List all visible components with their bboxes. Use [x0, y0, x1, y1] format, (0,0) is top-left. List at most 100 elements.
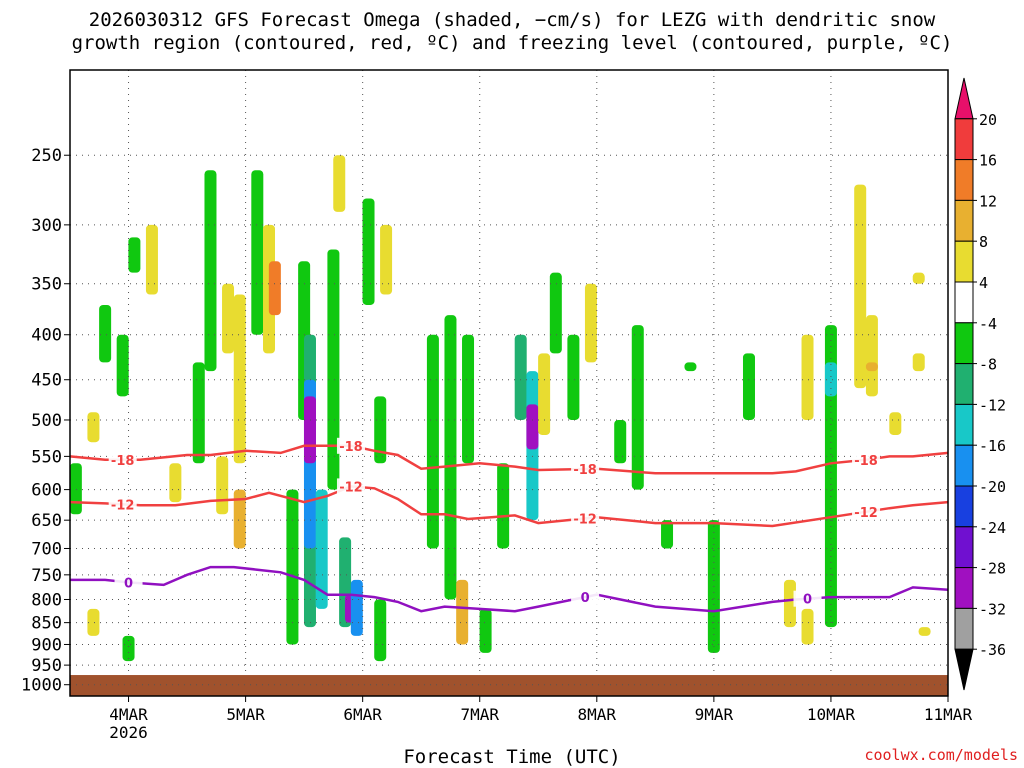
omega-shade-cell: [567, 334, 580, 420]
omega-shade-cell: [303, 396, 316, 464]
omega-shade-cell: [549, 272, 562, 354]
omega-shade-cell: [362, 198, 375, 305]
y-tick-label: 650: [31, 511, 62, 531]
x-tick-sublabel: 2026: [109, 723, 148, 742]
x-tick-label: 7MAR: [460, 705, 499, 724]
omega-shade-cell: [169, 463, 182, 503]
contour-label: -18: [854, 454, 878, 469]
chart-title-line2: growth region (contoured, red, ºC) and f…: [71, 32, 953, 54]
colorbar-box: [954, 444, 974, 487]
contour-label: -12: [854, 506, 878, 521]
ground-fill: [70, 675, 948, 696]
omega-shade-cell: [69, 463, 82, 515]
omega-shade-cell: [350, 579, 363, 636]
x-tick-label: 5MAR: [226, 705, 265, 724]
colorbar-tick-label: -32: [979, 600, 1006, 618]
y-tick-label: 450: [31, 371, 62, 391]
contour-label-bg: [336, 478, 365, 495]
omega-shade-cell: [222, 283, 235, 354]
x-tick-label: 11MAR: [924, 705, 973, 724]
contour-label: -18: [573, 463, 597, 478]
omega-shade-cell: [327, 249, 340, 490]
omega-shade-cell: [684, 362, 697, 372]
y-tick-label: 400: [31, 326, 62, 346]
colorbar-tick-label: -28: [979, 560, 1006, 578]
colorbar-box: [954, 526, 974, 569]
omega-shade-cell: [456, 579, 469, 645]
x-tick-label: 8MAR: [578, 705, 617, 724]
contour-line: [69, 444, 949, 475]
omega-shade-cell: [742, 353, 755, 420]
colorbar-tick-label: -20: [979, 478, 1006, 496]
omega-shade-cell: [268, 261, 281, 316]
colorbar-box: [954, 199, 974, 242]
omega-shade-cell: [526, 404, 539, 450]
colorbar-box: [954, 567, 974, 609]
contour-line: [70, 565, 949, 613]
omega-shade-cell: [824, 325, 837, 628]
contour-label: -12: [111, 498, 135, 513]
colorbar-tick-label: 8: [979, 233, 988, 251]
omega-shade-cell: [912, 353, 925, 372]
omega-shade-cell: [374, 396, 387, 464]
omega-shade-cell: [462, 334, 475, 464]
omega-shade-cell: [514, 334, 527, 420]
omega-shade-cell: [99, 304, 112, 363]
contour-label-bg: [852, 503, 881, 520]
omega-shade-cell: [426, 334, 439, 549]
colorbar-box: [954, 403, 974, 446]
contour-label: -12: [339, 480, 363, 495]
colorbar-tick-label: 20: [979, 111, 997, 129]
omega-shade-cell: [87, 412, 100, 443]
x-tick-label: 6MAR: [343, 705, 382, 724]
omega-shade-cell: [444, 315, 457, 600]
omega-shade-cell: [87, 608, 100, 636]
omega-shade-cell: [801, 334, 814, 420]
contour-label-bg: [571, 589, 600, 606]
omega-shade-cell: [380, 224, 393, 295]
omega-shade-cell: [192, 362, 205, 464]
omega-shade-cell: [538, 353, 551, 435]
omega-shade-cell: [824, 362, 837, 397]
omega-shade-cell: [286, 489, 299, 645]
contour-label: 0: [124, 576, 133, 591]
omega-shade-cell: [865, 315, 878, 397]
colorbar-box: [954, 159, 974, 201]
colorbar-box: [954, 485, 974, 528]
contour-label-bg: [108, 496, 137, 513]
contour-label: -18: [339, 440, 363, 455]
contour-label: 0: [581, 591, 590, 606]
y-tick-label: 750: [31, 566, 62, 586]
y-tick-label: 950: [31, 656, 62, 676]
omega-shade-cell: [854, 184, 867, 389]
colorbar-box: [954, 363, 974, 405]
omega-shade-cell: [801, 608, 814, 645]
x-axis-label: Forecast Time (UTC): [403, 746, 621, 768]
colorbar-top-triangle: [954, 77, 974, 120]
omega-shade-cell: [233, 294, 246, 464]
y-tick-label: 850: [31, 614, 62, 634]
colorbar-tick-label: -12: [979, 396, 1006, 414]
contour-label-bg: [108, 451, 137, 468]
y-tick-label: 500: [31, 411, 62, 431]
omega-shade-cell: [333, 155, 346, 212]
colorbar-box: [954, 240, 974, 283]
omega-shade-cell: [374, 599, 387, 662]
y-tick-label: 800: [31, 590, 62, 610]
omega-shade-cell: [497, 463, 510, 549]
colorbar-box: [954, 281, 974, 324]
omega-shade-cell: [204, 170, 217, 372]
contour-label: 0: [803, 593, 812, 608]
colorbar-box: [954, 607, 974, 650]
contour-label-bg: [571, 510, 600, 527]
omega-shade-cell: [216, 456, 229, 515]
omega-shade-cell: [912, 272, 925, 284]
colorbar-tick-label: 16: [979, 152, 997, 170]
colorbar-tick-label: -16: [979, 437, 1006, 455]
omega-shade-cell: [116, 334, 129, 397]
y-tick-label: 600: [31, 481, 62, 501]
omega-shade-cell: [584, 283, 597, 363]
contour-label-bg: [114, 574, 143, 591]
y-tick-label: 900: [31, 635, 62, 655]
